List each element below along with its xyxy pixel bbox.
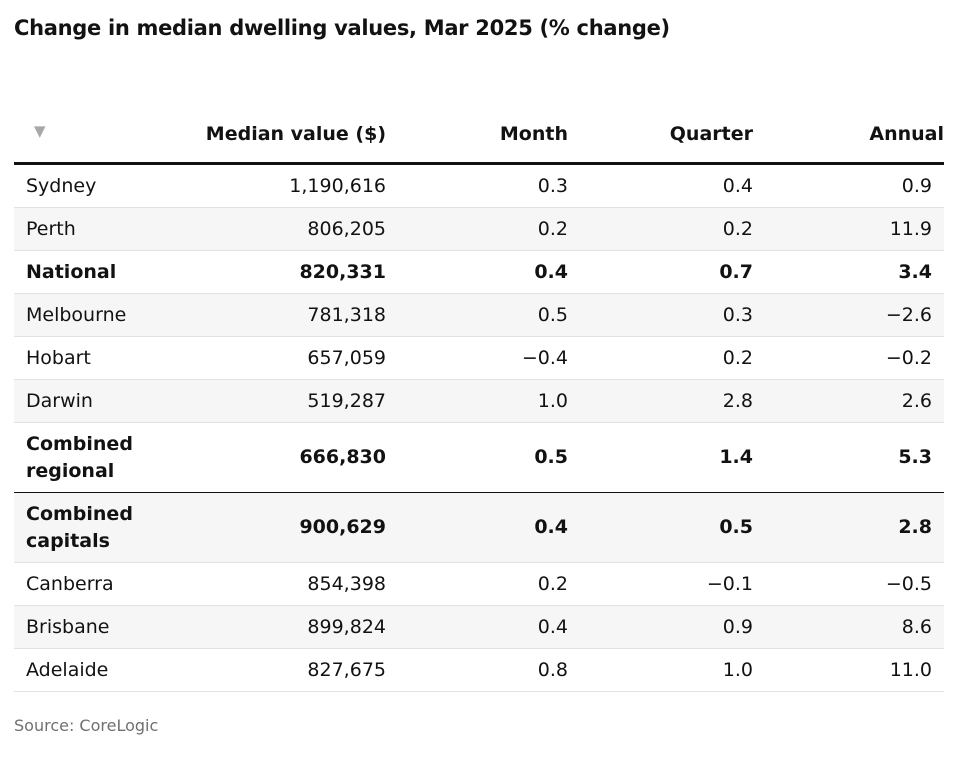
median-value-cell: 781,318	[194, 293, 386, 337]
table-row: Hobart 657,059 −0.4 0.2 −0.2	[14, 336, 944, 380]
annual-change-cell: 11.0	[753, 648, 944, 692]
table-row: Melbourne 781,318 0.5 0.3 −2.6	[14, 293, 944, 337]
region-cell: Hobart	[14, 336, 194, 380]
table-row: Canberra 854,398 0.2 −0.1 −0.5	[14, 562, 944, 606]
table-row: National 820,331 0.4 0.7 3.4	[14, 250, 944, 294]
annual-change-cell: 11.9	[753, 207, 944, 251]
month-change-cell: 0.2	[386, 207, 568, 251]
median-value-cell: 899,824	[194, 605, 386, 649]
region-cell: Darwin	[14, 379, 194, 423]
median-value-cell: 666,830	[194, 422, 386, 493]
quarter-change-cell: 0.7	[568, 250, 753, 294]
table-header-row: ▼ Median value ($) Month Quarter Annual	[14, 88, 944, 165]
table-row: Adelaide 827,675 0.8 1.0 11.0	[14, 648, 944, 692]
median-value-cell: 657,059	[194, 336, 386, 380]
chart-title: Change in median dwelling values, Mar 20…	[14, 16, 670, 40]
annual-change-cell: 2.8	[753, 492, 944, 563]
sort-down-triangle-icon[interactable]: ▼	[34, 122, 46, 140]
table-row: Combined regional 666,830 0.5 1.4 5.3	[14, 422, 944, 493]
quarter-change-cell: 0.5	[568, 492, 753, 563]
quarter-change-cell: 1.0	[568, 648, 753, 692]
region-cell: Perth	[14, 207, 194, 251]
table-row: Sydney 1,190,616 0.3 0.4 0.9	[14, 163, 944, 208]
month-change-cell: 0.8	[386, 648, 568, 692]
month-column-header[interactable]: Month	[386, 88, 568, 165]
table-row: Darwin 519,287 1.0 2.8 2.6	[14, 379, 944, 423]
quarter-change-cell: 0.3	[568, 293, 753, 337]
median-value-cell: 854,398	[194, 562, 386, 606]
month-change-cell: 0.3	[386, 163, 568, 208]
month-change-cell: −0.4	[386, 336, 568, 380]
median-value-cell: 900,629	[194, 492, 386, 563]
quarter-change-cell: −0.1	[568, 562, 753, 606]
table-body: Sydney 1,190,616 0.3 0.4 0.9 Perth 806,205 0.2 0…	[14, 163, 944, 692]
month-change-cell: 0.4	[386, 250, 568, 294]
median-value-cell: 519,287	[194, 379, 386, 423]
month-change-cell: 0.4	[386, 605, 568, 649]
annual-change-cell: −2.6	[753, 293, 944, 337]
table-row: Combined capitals 900,629 0.4 0.5 2.8	[14, 492, 944, 563]
region-cell: Brisbane	[14, 605, 194, 649]
region-cell: Combined capitals	[14, 492, 194, 563]
table-row: Brisbane 899,824 0.4 0.9 8.6	[14, 605, 944, 649]
annual-change-cell: −0.5	[753, 562, 944, 606]
median-value-column-header[interactable]: Median value ($)	[194, 88, 386, 165]
region-cell: Sydney	[14, 163, 194, 208]
median-value-cell: 1,190,616	[194, 163, 386, 208]
region-cell: Combined regional	[14, 422, 194, 493]
table-row: Perth 806,205 0.2 0.2 11.9	[14, 207, 944, 251]
annual-change-cell: 3.4	[753, 250, 944, 294]
region-cell: Melbourne	[14, 293, 194, 337]
quarter-change-cell: 0.2	[568, 207, 753, 251]
quarter-change-cell: 0.9	[568, 605, 753, 649]
region-cell: Canberra	[14, 562, 194, 606]
annual-column-header[interactable]: Annual	[753, 88, 944, 165]
region-cell: Adelaide	[14, 648, 194, 692]
month-change-cell: 0.4	[386, 492, 568, 563]
annual-change-cell: −0.2	[753, 336, 944, 380]
annual-change-cell: 2.6	[753, 379, 944, 423]
annual-change-cell: 5.3	[753, 422, 944, 493]
quarter-change-cell: 0.2	[568, 336, 753, 380]
quarter-change-cell: 0.4	[568, 163, 753, 208]
region-column-header[interactable]: ▼	[14, 88, 194, 165]
month-change-cell: 0.2	[386, 562, 568, 606]
dwelling-values-table: ▼ Median value ($) Month Quarter Annual …	[14, 88, 944, 692]
annual-change-cell: 0.9	[753, 163, 944, 208]
median-value-cell: 806,205	[194, 207, 386, 251]
annual-change-cell: 8.6	[753, 605, 944, 649]
month-change-cell: 0.5	[386, 422, 568, 493]
quarter-column-header[interactable]: Quarter	[568, 88, 753, 165]
month-change-cell: 0.5	[386, 293, 568, 337]
source-note: Source: CoreLogic	[14, 716, 159, 735]
quarter-change-cell: 1.4	[568, 422, 753, 493]
median-value-cell: 820,331	[194, 250, 386, 294]
month-change-cell: 1.0	[386, 379, 568, 423]
region-cell: National	[14, 250, 194, 294]
median-value-cell: 827,675	[194, 648, 386, 692]
quarter-change-cell: 2.8	[568, 379, 753, 423]
